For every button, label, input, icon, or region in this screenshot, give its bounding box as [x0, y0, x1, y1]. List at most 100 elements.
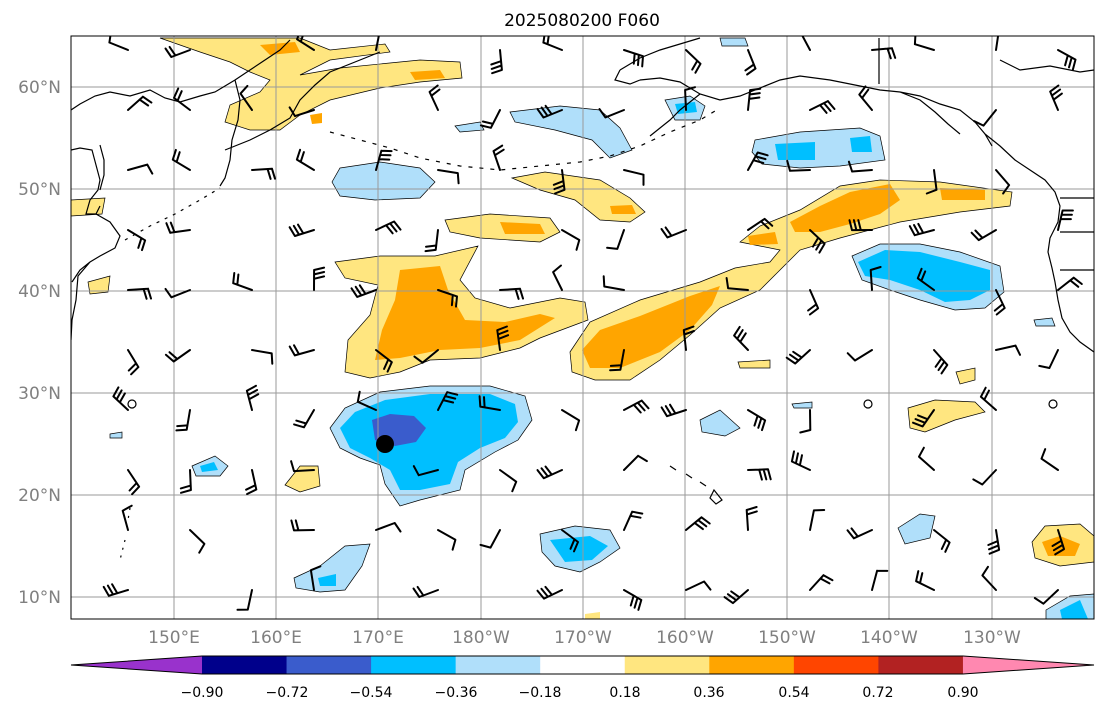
- wind-barb: [478, 395, 501, 411]
- wind-barb: [682, 325, 695, 351]
- wind-barb: [981, 565, 997, 591]
- negative-anomaly-region: [200, 462, 218, 472]
- wind-barb: [747, 468, 772, 481]
- wind-barb: [561, 229, 581, 251]
- wind-barb: [747, 409, 767, 432]
- wind-barb: [993, 289, 1006, 316]
- island-ring: [127, 399, 137, 409]
- wind-barb: [561, 409, 581, 432]
- wind-barb: [179, 469, 192, 494]
- colorbar-segment: [202, 656, 288, 674]
- colorbar-outline: [70, 655, 1095, 675]
- wind-barb: [437, 529, 457, 551]
- wind-barb: [309, 565, 322, 591]
- negative-anomaly-region: [550, 536, 608, 562]
- wind-barb: [245, 469, 258, 495]
- wind-barb: [127, 469, 141, 496]
- lon-label: 140°W: [860, 628, 918, 648]
- kuril-islands: [124, 187, 221, 241]
- negative-anomaly-region: [454, 121, 485, 133]
- wind-barb: [375, 36, 380, 51]
- positive-anomaly-region: [737, 359, 771, 369]
- wind-barb: [598, 108, 625, 119]
- wind-barb: [350, 284, 377, 298]
- wind-barb: [995, 169, 1011, 195]
- wind-barb: [375, 349, 393, 373]
- wind-barb: [786, 159, 811, 172]
- positive-anomaly-region: [284, 465, 321, 493]
- wind-barb: [171, 148, 191, 171]
- wind-barb: [164, 287, 191, 299]
- wind-barb: [809, 574, 834, 591]
- wind-barb: [1040, 448, 1059, 471]
- wind-barb: [173, 87, 191, 111]
- wind-barb: [1038, 349, 1059, 369]
- positive-anomaly-region: [159, 37, 463, 131]
- wind-barb: [356, 390, 377, 411]
- positive-anomaly-region: [907, 399, 986, 433]
- wind-barb: [552, 169, 566, 195]
- colorbar-tick-label: 0.36: [693, 685, 724, 701]
- wind-barb: [239, 84, 253, 111]
- colorbar-tick-label: −0.90: [181, 685, 224, 701]
- wind-barb: [723, 589, 749, 605]
- coastlines: [71, 37, 1094, 561]
- lon-label: 180°W: [452, 628, 510, 648]
- colorbar-tick-labels: −0.90 −0.72 −0.54 −0.36 −0.18 0.18 0.36 …: [181, 685, 979, 701]
- wind-barb: [1057, 49, 1077, 71]
- wind-barb: [413, 349, 439, 364]
- wind-barb: [809, 229, 826, 254]
- colorbar-tick-label: −0.72: [266, 685, 309, 701]
- wind-barb: [536, 585, 563, 600]
- island-ring: [1048, 399, 1058, 409]
- wind-barb: [847, 160, 873, 173]
- negative-anomaly-region: [850, 136, 872, 152]
- positive-anomaly-region: [260, 42, 300, 55]
- wind-barb: [112, 386, 129, 411]
- lat-label: 20°N: [18, 486, 61, 506]
- wind-barb: [290, 460, 315, 473]
- negative-anomaly-region: [791, 401, 813, 409]
- colorbar-tick-label: −0.36: [435, 685, 478, 701]
- wind-barb: [623, 589, 643, 611]
- wind-barb: [296, 36, 315, 51]
- wind-barb: [121, 504, 133, 531]
- lon-label: 130°W: [963, 628, 1021, 648]
- wind-barb: [933, 529, 951, 553]
- wind-barb: [685, 516, 711, 531]
- colorbar-segment: [371, 656, 457, 674]
- wind-barbs: [102, 36, 1083, 611]
- wind-barb: [623, 169, 645, 186]
- wind-barb: [871, 569, 889, 591]
- latitude-labels: 60°N 50°N 40°N 30°N 20°N 10°N: [18, 78, 61, 608]
- wind-barb: [189, 529, 206, 554]
- lat-label: 40°N: [18, 282, 61, 302]
- island-ring: [863, 399, 873, 409]
- positive-anomaly-region: [610, 205, 636, 214]
- negative-anomaly-region: [1060, 600, 1088, 619]
- lon-label: 160°E: [250, 628, 302, 648]
- wind-barb: [164, 349, 191, 363]
- wind-barb: [747, 87, 762, 111]
- wind-barb: [437, 289, 458, 308]
- asia-coastline: [71, 39, 381, 341]
- positive-anomaly-region: [87, 275, 111, 295]
- wind-barb: [492, 144, 505, 171]
- wind-barb: [660, 403, 687, 418]
- lat-label: 30°N: [18, 384, 61, 404]
- colorbar-tick-label: 0.54: [778, 685, 809, 701]
- wind-barb: [623, 399, 650, 414]
- colorbar-tick-label: 0.18: [609, 685, 640, 701]
- wind-barb: [725, 277, 749, 291]
- lat-label: 10°N: [18, 588, 61, 608]
- wind-barb: [623, 454, 648, 471]
- wind-barb: [127, 95, 153, 111]
- wind-barb: [747, 217, 774, 231]
- wind-barb: [313, 266, 326, 291]
- wind-barb: [412, 585, 439, 598]
- wind-barb: [108, 36, 129, 51]
- lon-label: 170°W: [554, 628, 612, 648]
- positive-anomaly-region: [500, 222, 545, 234]
- wind-barb: [623, 510, 644, 531]
- wind-barb: [972, 469, 997, 486]
